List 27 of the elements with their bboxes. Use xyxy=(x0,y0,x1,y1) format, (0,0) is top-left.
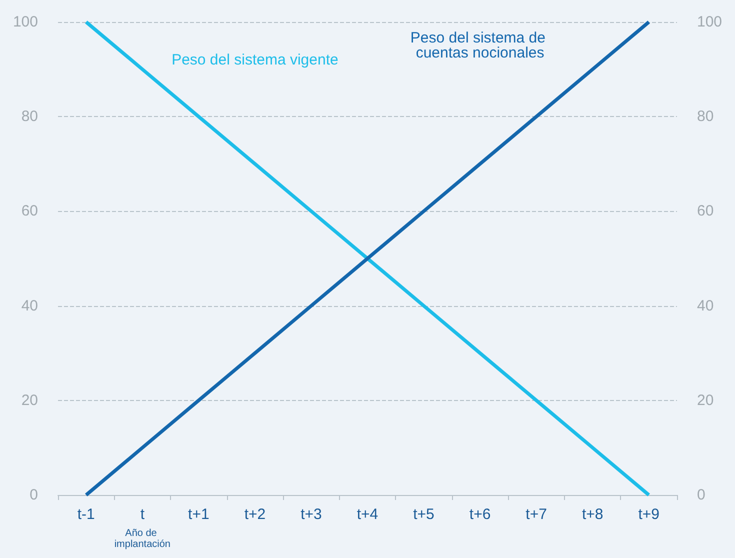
x-tick-label: t+8 xyxy=(582,506,604,523)
x-tick-label: t+1 xyxy=(188,506,210,523)
y2-tick-label: 60 xyxy=(697,202,714,220)
y-tick-label: 0 xyxy=(30,486,38,504)
x-tick-label: t+7 xyxy=(526,506,547,523)
x-tick-label: t+3 xyxy=(300,506,322,523)
text: Año de implantación xyxy=(114,528,170,550)
y2-tick-label: 100 xyxy=(697,14,722,30)
y2-tick-label: 20 xyxy=(697,392,714,409)
line-series xyxy=(84,20,651,497)
x-tick-label: t+2 xyxy=(244,506,266,523)
y-tick-label: 60 xyxy=(21,202,38,220)
x-tick-label: t+4 xyxy=(356,506,378,523)
y-tick-label: 80 xyxy=(21,108,38,126)
x-tick-label: t xyxy=(140,506,146,523)
y2-tick-label: 0 xyxy=(697,486,706,504)
x-tick-label: t-1 xyxy=(77,506,95,523)
y2-tick-label: 40 xyxy=(697,297,714,314)
x-tick-label: t+6 xyxy=(469,506,491,523)
x-tick-label: t+9 xyxy=(638,506,660,523)
text: Peso del sistema de cuentas nocionales xyxy=(410,30,550,62)
series-label: Peso del sistema vigente xyxy=(172,51,338,68)
y-tick-label: 40 xyxy=(21,297,38,314)
y-tick-label: 20 xyxy=(21,392,38,409)
x-tick-label: t+5 xyxy=(413,506,434,523)
y-tick-label: 100 xyxy=(12,14,38,30)
y2-tick-label: 80 xyxy=(697,108,714,126)
